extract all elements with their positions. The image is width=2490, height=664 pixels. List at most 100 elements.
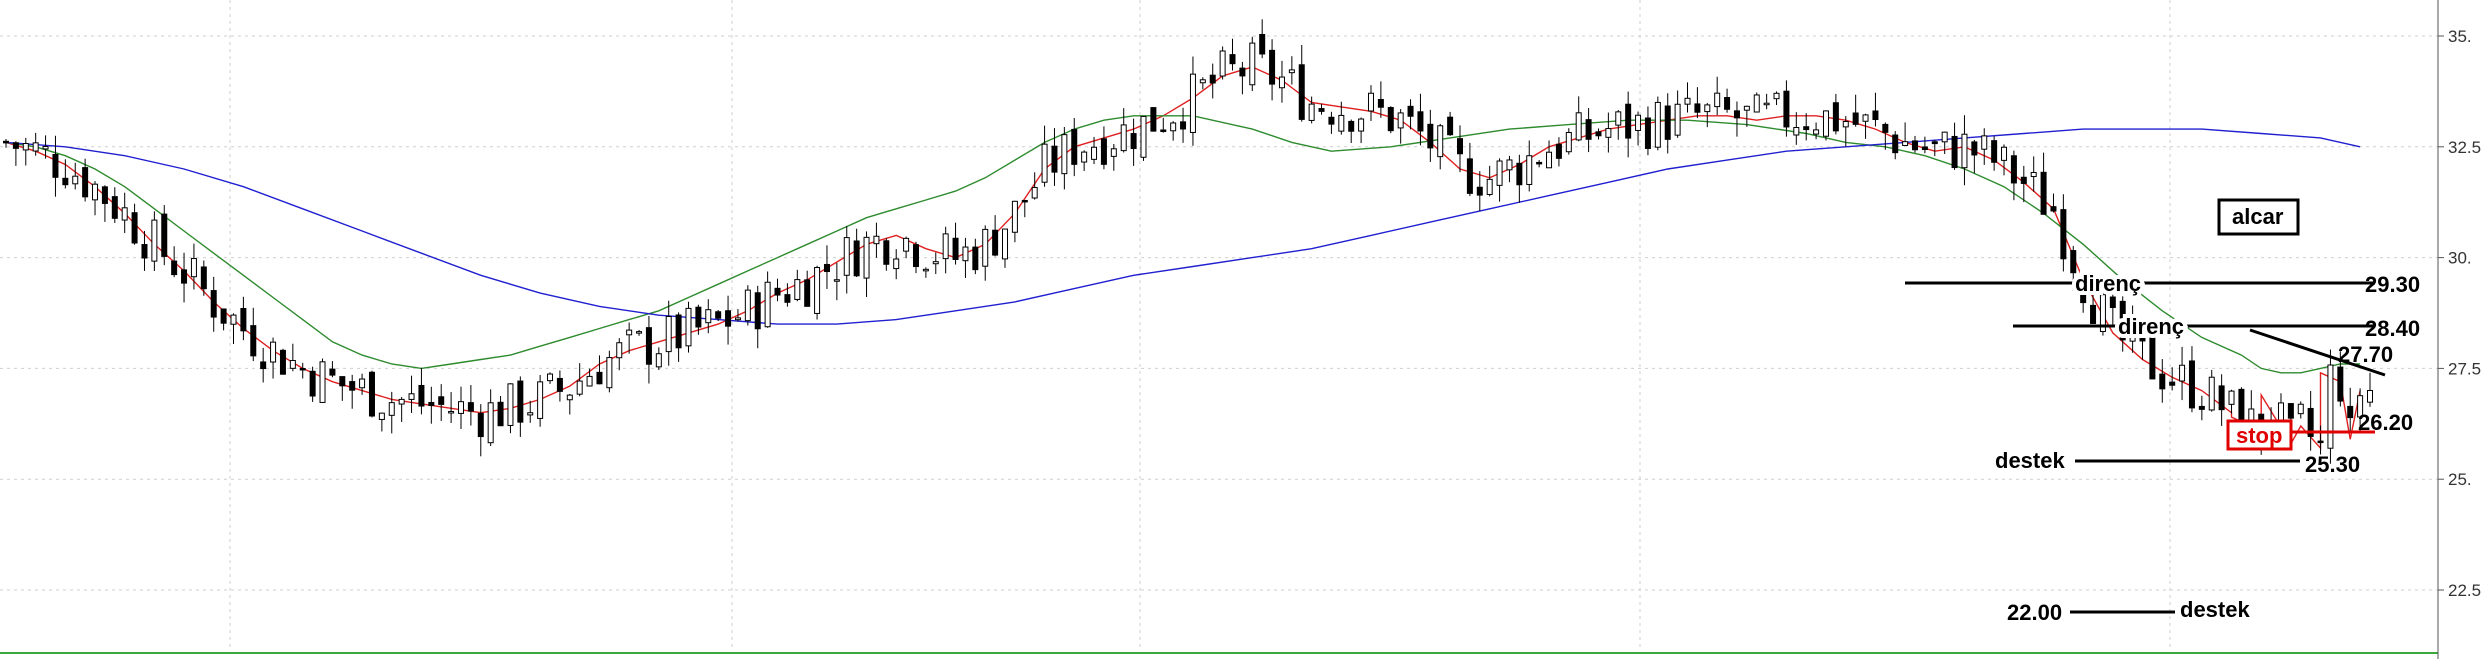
candle (1100, 126, 1107, 170)
candle (210, 276, 217, 332)
candle (1546, 140, 1553, 169)
candle-body (1160, 129, 1167, 132)
candle-body (2030, 171, 2037, 178)
candle-body (744, 289, 751, 322)
candle-body (2119, 300, 2126, 341)
candle-body (794, 279, 801, 300)
candle-body (893, 258, 900, 270)
candle (1724, 88, 1731, 113)
candle-body (616, 342, 623, 359)
candle (1704, 102, 1711, 128)
candle (1496, 158, 1503, 202)
candle (1852, 94, 1859, 127)
candle-body (260, 361, 267, 370)
candle (912, 241, 919, 274)
candle-body (2297, 403, 2304, 415)
candle (1902, 122, 1909, 146)
candle (2159, 359, 2166, 403)
candle (1931, 139, 1938, 157)
candle (1555, 137, 1562, 167)
candle (1526, 140, 1533, 192)
candle (527, 400, 534, 423)
candle (1803, 113, 1810, 141)
candle-body (1229, 54, 1236, 65)
candle-body (725, 310, 732, 327)
candle-body (685, 307, 692, 347)
candle-body (715, 311, 722, 319)
candle (62, 159, 69, 189)
candle-body (804, 279, 811, 307)
candle (359, 373, 366, 395)
candle-body (626, 329, 633, 336)
candle (1912, 135, 1919, 153)
candle (1714, 76, 1721, 116)
candle-body (507, 383, 514, 426)
candle (1308, 96, 1315, 124)
candle (1140, 115, 1147, 161)
candle (2169, 367, 2176, 391)
candle-body (12, 142, 19, 149)
candle (2179, 346, 2186, 401)
candle (22, 137, 29, 166)
candle (42, 135, 49, 159)
candle-body (517, 380, 524, 423)
candle (507, 383, 514, 434)
candle-body (250, 325, 257, 357)
candle-body (92, 183, 99, 201)
candle (1239, 61, 1246, 95)
candle-body (2327, 364, 2334, 449)
candle-body (1674, 103, 1681, 136)
candle (457, 386, 464, 429)
candle-body (1041, 143, 1048, 183)
candle-body (1585, 119, 1592, 140)
candle-body (2179, 364, 2186, 382)
candle (1437, 123, 1444, 170)
candle-body (863, 236, 870, 279)
candle (72, 162, 79, 190)
candle-body (1318, 108, 1325, 112)
candle (487, 389, 494, 447)
candle-body (1635, 114, 1642, 131)
candle (1081, 150, 1088, 171)
candle-body (873, 235, 880, 245)
candle (329, 361, 336, 378)
candle (1130, 118, 1137, 166)
candle-body (1002, 228, 1009, 260)
candle-body (1526, 155, 1533, 185)
candle (517, 376, 524, 437)
candle-body (1664, 105, 1671, 140)
candle-body (2080, 277, 2087, 304)
stop-box (2226, 419, 2293, 451)
candle (1991, 136, 1998, 171)
candle-body (705, 309, 712, 324)
candle (586, 368, 593, 387)
candle-body (1793, 126, 1800, 136)
candle (1832, 93, 1839, 135)
candle (1753, 92, 1760, 113)
candle-body (576, 380, 583, 395)
candle-body (1783, 90, 1790, 128)
candle (893, 249, 900, 280)
candle (2188, 346, 2195, 413)
candle (922, 267, 929, 278)
candle-body (1011, 200, 1018, 233)
candle-body (2317, 440, 2324, 444)
candle-body (2099, 294, 2106, 332)
support-value-2: 22.00 (2007, 600, 2062, 625)
candle-body (2218, 385, 2225, 411)
candle (1813, 122, 1820, 140)
candle (1367, 85, 1374, 121)
candle (715, 310, 722, 322)
candle-body (566, 394, 573, 401)
candle (3, 138, 9, 148)
candle-body (1872, 110, 1879, 121)
candle-body (764, 281, 771, 328)
candle-body (2337, 366, 2344, 402)
candle (1298, 45, 1305, 122)
candle (349, 374, 356, 409)
candle-body (141, 244, 148, 259)
candle (1417, 93, 1424, 146)
candle (1674, 90, 1681, 138)
candle (299, 362, 306, 379)
candle-body (1120, 124, 1127, 152)
